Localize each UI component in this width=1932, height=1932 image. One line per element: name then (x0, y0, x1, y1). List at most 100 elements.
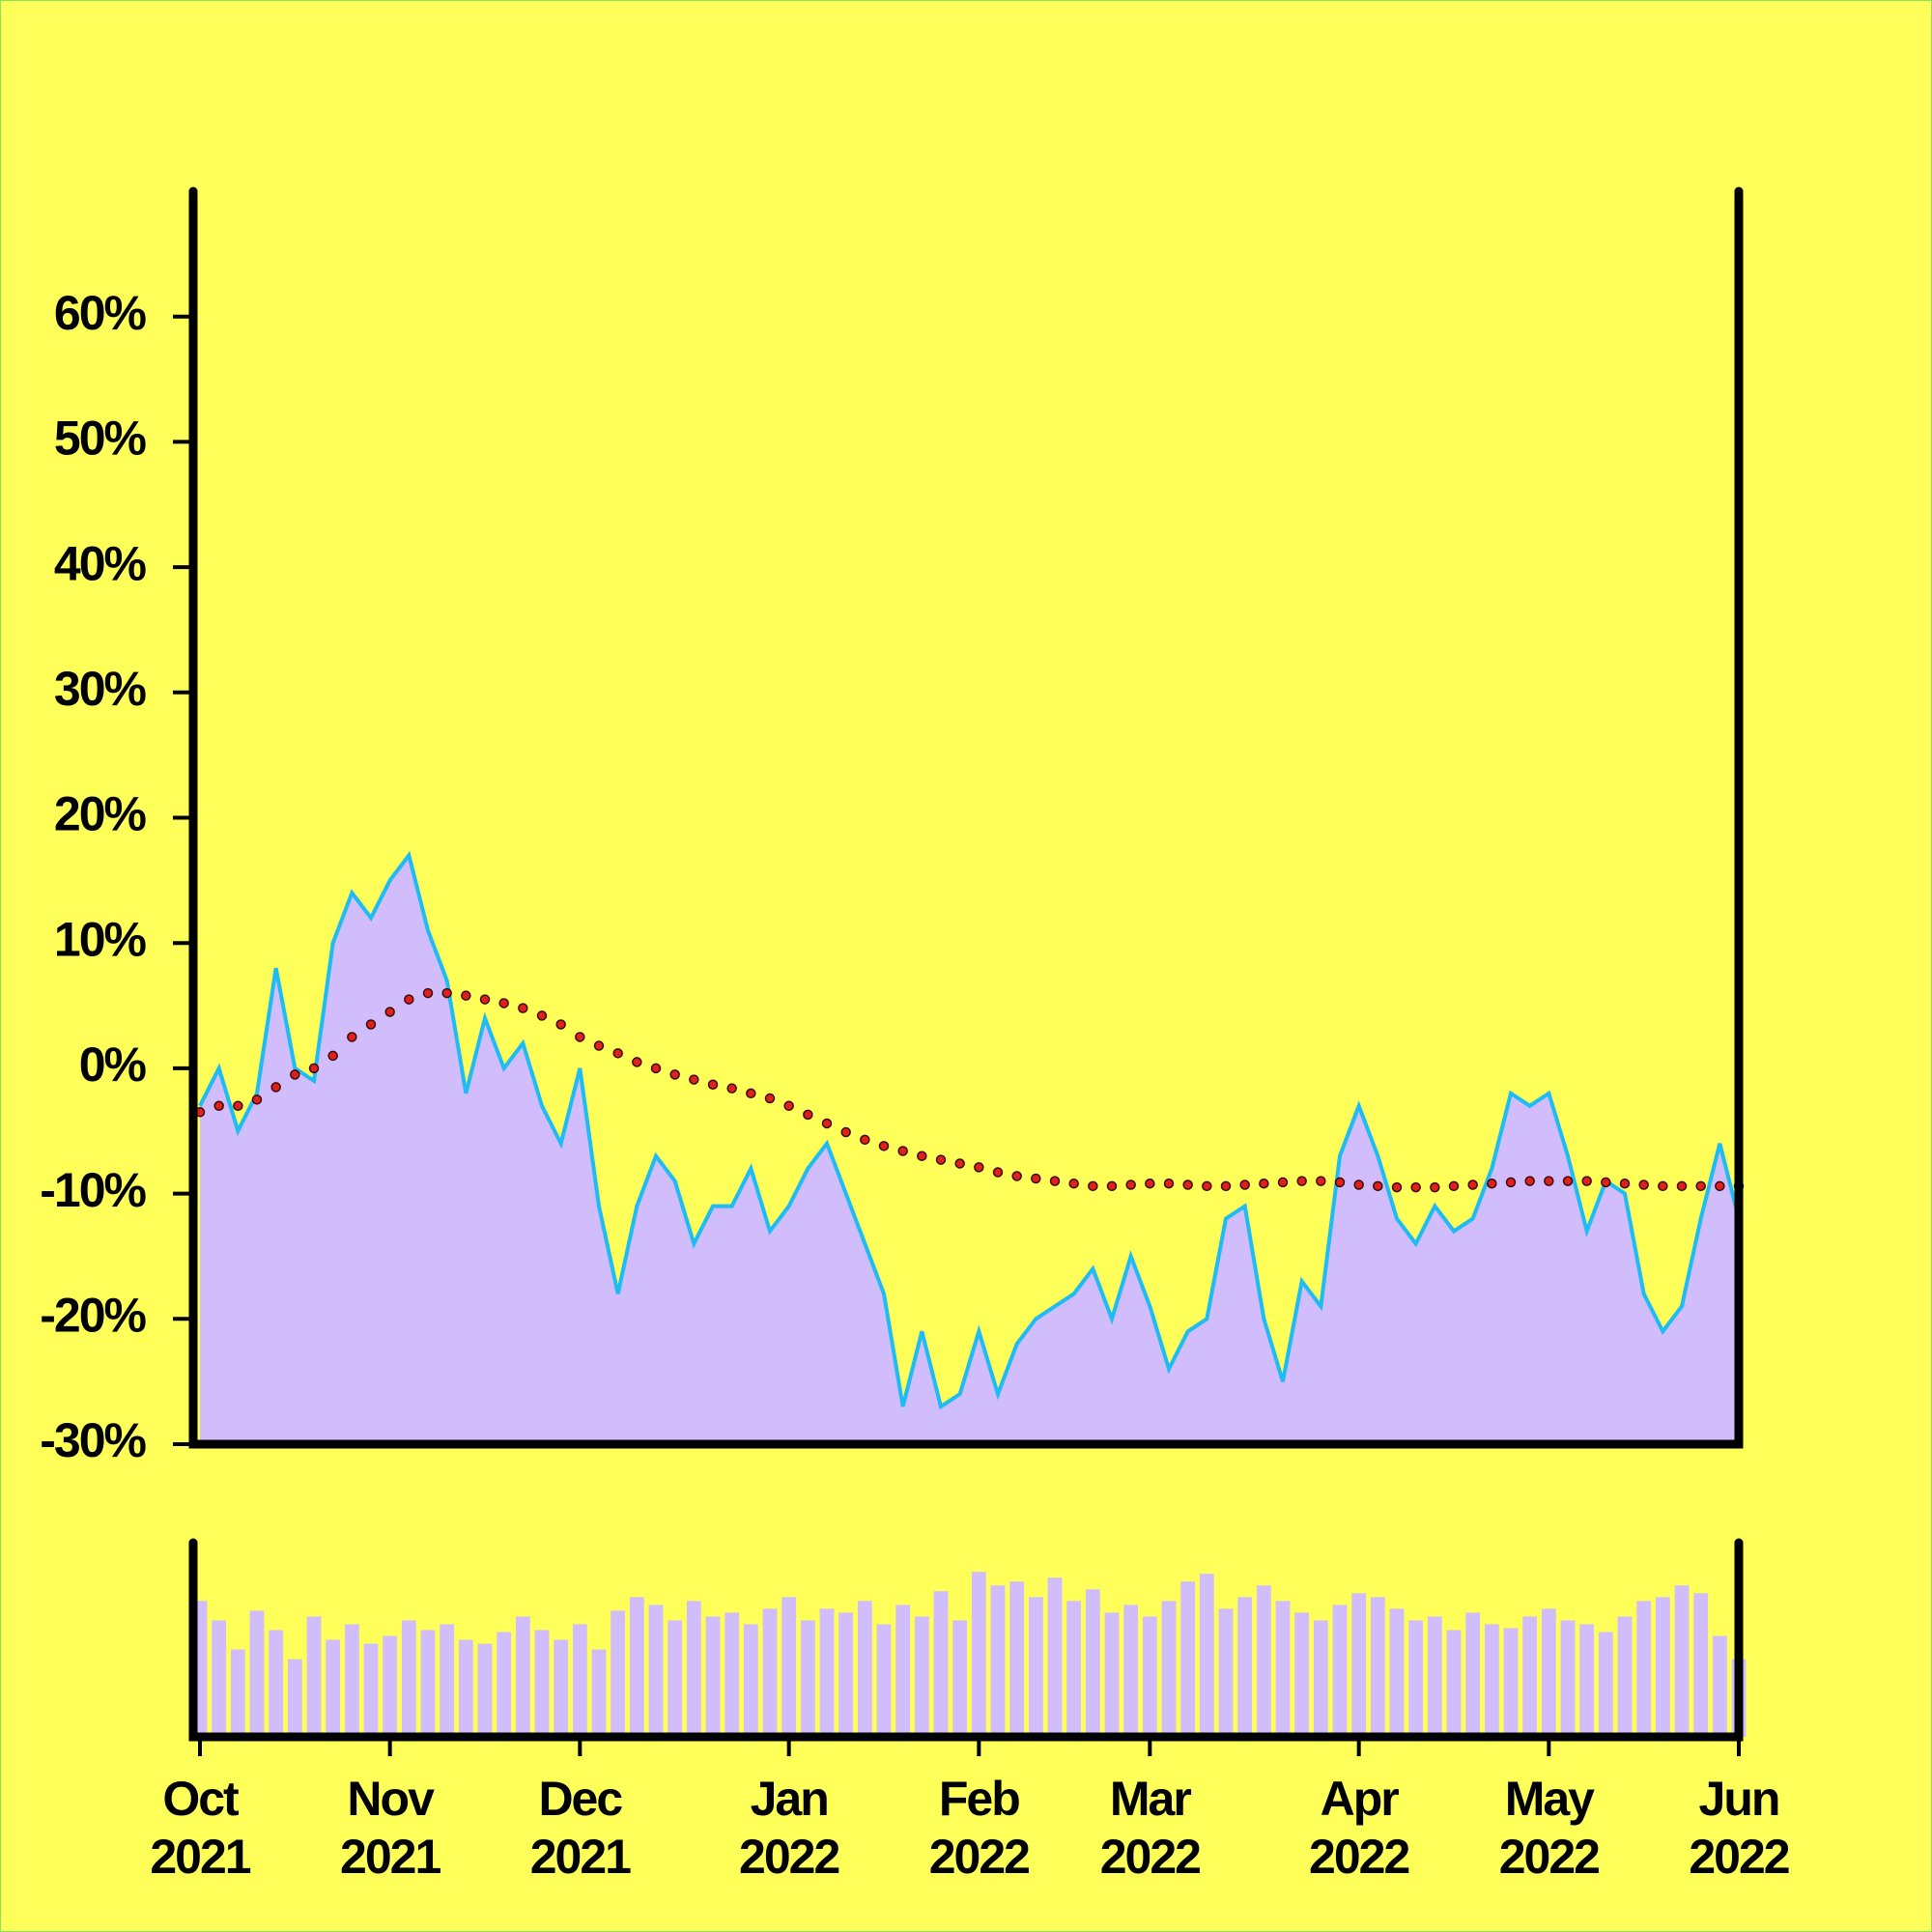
volume-bar (1047, 1577, 1063, 1737)
trend-dot (764, 1093, 776, 1104)
volume-bar (952, 1620, 968, 1737)
trend-dot (422, 987, 434, 999)
trend-dot (365, 1019, 377, 1030)
x-tick-label: Feb 2022 (929, 1772, 1029, 1884)
volume-bar (1389, 1608, 1405, 1737)
volume-bar (648, 1605, 664, 1737)
trend-dot (1658, 1180, 1668, 1192)
volume-bar (1465, 1612, 1481, 1737)
trend-dot (1391, 1181, 1403, 1193)
volume-bar (1674, 1585, 1690, 1737)
trend-dot (1638, 1179, 1649, 1190)
volume-bar (1066, 1601, 1082, 1737)
y-tick-label: 30% (54, 662, 147, 716)
volume-bar (1655, 1597, 1670, 1737)
trend-dot (935, 1154, 947, 1165)
volume-bar (762, 1608, 778, 1737)
trend-dot (1487, 1178, 1497, 1189)
trend-dot (1220, 1180, 1232, 1192)
trend-dot (840, 1126, 851, 1138)
trend-dot (1715, 1180, 1725, 1192)
trend-dot (1259, 1178, 1269, 1189)
trend-dot (1296, 1176, 1307, 1186)
trend-dot (1049, 1176, 1061, 1186)
volume-bar (269, 1630, 284, 1737)
y-tick-label: -20% (40, 1289, 146, 1343)
volume-bar (326, 1639, 341, 1737)
trend-dot (461, 990, 471, 1001)
volume-bar (1123, 1605, 1139, 1737)
volume-bar (857, 1601, 872, 1737)
trend-dot (290, 1069, 300, 1080)
x-tick-label: May 2022 (1499, 1772, 1599, 1884)
volume-bar (838, 1612, 854, 1737)
volume-bar (1028, 1597, 1043, 1737)
price-line (198, 850, 1741, 1410)
y-tick-label: 0% (79, 1037, 147, 1092)
trend-dot (1277, 1177, 1289, 1188)
volume-bar (1560, 1620, 1576, 1737)
trend-dot (803, 1109, 813, 1121)
axis-frame (188, 186, 1744, 1449)
trend-dot (689, 1074, 699, 1085)
trend-dot (575, 1032, 585, 1042)
trend-dot (878, 1141, 890, 1151)
trend-dot (726, 1083, 737, 1094)
trend-dot (954, 1158, 965, 1169)
volume-bar (1104, 1612, 1120, 1737)
x-tick-label: Apr 2022 (1309, 1772, 1408, 1884)
volume-bar (611, 1610, 626, 1737)
trend-dot (1562, 1176, 1574, 1186)
volume-bar (515, 1616, 530, 1737)
volume-bar (1161, 1601, 1177, 1737)
trend-dot (347, 1032, 357, 1042)
trend-dot (1163, 1178, 1175, 1189)
volume-bar (1256, 1585, 1271, 1737)
volume-bar (497, 1632, 512, 1737)
trend-dot (1353, 1179, 1364, 1190)
y-tick-label: -30% (40, 1413, 146, 1467)
y-tick-label: 60% (54, 286, 147, 340)
volume-bar (1180, 1581, 1196, 1737)
volume-bar (705, 1616, 721, 1737)
trend-dot (992, 1167, 1004, 1178)
volume-bar (1427, 1616, 1442, 1737)
volume-bar (1199, 1574, 1214, 1737)
trend-dot (1316, 1176, 1326, 1186)
trend-dot (1334, 1177, 1346, 1188)
volume-bar (1446, 1630, 1462, 1737)
volume-bar (800, 1620, 815, 1737)
x-tick-label: Mar 2022 (1100, 1772, 1200, 1884)
volume-bar (401, 1620, 416, 1737)
trend-dot (1581, 1176, 1592, 1186)
volume-bar (249, 1610, 265, 1737)
trend-dot (1182, 1179, 1193, 1190)
volume-bar (440, 1624, 455, 1737)
volume-bar (629, 1597, 644, 1737)
volume-bar (1237, 1597, 1253, 1737)
trend-dot (1695, 1180, 1706, 1192)
x-tick-label: Jun 2022 (1689, 1772, 1788, 1884)
volume-bar (363, 1643, 379, 1737)
volume-bar (1579, 1624, 1595, 1737)
trend-dot (1031, 1173, 1041, 1184)
trend-dot (1524, 1176, 1535, 1186)
volume-bar (1370, 1597, 1385, 1737)
volume-bar (1484, 1624, 1499, 1737)
trend-dot (593, 1040, 605, 1051)
volume-bar (1294, 1612, 1310, 1737)
volume-bar (306, 1616, 322, 1737)
trend-dot (213, 1100, 224, 1112)
trend-dot (1011, 1171, 1022, 1181)
x-tick-label: Dec 2021 (530, 1772, 631, 1884)
trend-dot (479, 994, 491, 1005)
volume-bar (212, 1620, 227, 1737)
volume-bar (1522, 1616, 1538, 1737)
volume-bar (1693, 1593, 1709, 1737)
volume-bar (383, 1635, 398, 1737)
trend-dot (632, 1057, 642, 1067)
y-tick-label: 10% (54, 912, 147, 966)
trend-dot (1410, 1181, 1421, 1193)
